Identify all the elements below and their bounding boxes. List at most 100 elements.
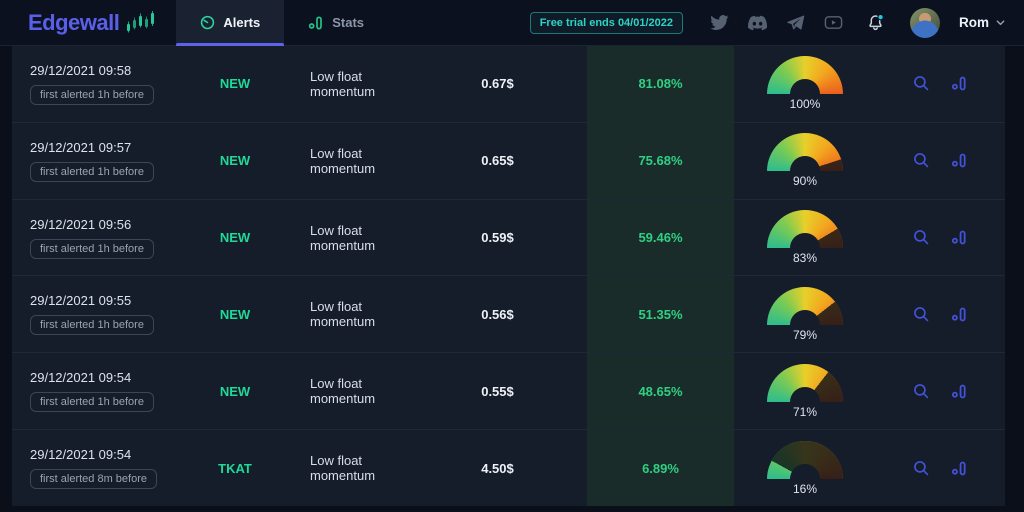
score-gauge — [767, 210, 843, 249]
percent-change: 51.35% — [587, 276, 734, 353]
bar-stats-icon — [308, 15, 324, 31]
alerts-table: 29/12/2021 09:58 first alerted 1h before… — [12, 46, 1005, 506]
score-gauge-cell: 79% — [734, 286, 876, 342]
notifications-bell-icon[interactable] — [866, 13, 885, 33]
price-value: 0.65$ — [481, 153, 514, 169]
twitter-icon[interactable] — [710, 13, 729, 32]
row-actions — [876, 381, 1005, 401]
top-navigation-bar: Edgewall Alerts — [0, 0, 1024, 46]
first-alerted-badge: first alerted 1h before — [30, 392, 154, 413]
table-row: 29/12/2021 09:54 first alerted 8m before… — [12, 430, 1005, 506]
score-gauge — [767, 286, 843, 325]
stats-icon[interactable] — [950, 458, 970, 478]
score-gauge — [767, 440, 843, 479]
table-row: 29/12/2021 09:56 first alerted 1h before… — [12, 199, 1005, 277]
price-value: 0.56$ — [481, 306, 514, 322]
percent-change: 75.68% — [587, 122, 734, 199]
score-gauge-cell: 83% — [734, 210, 876, 265]
stats-icon[interactable] — [950, 304, 970, 324]
table-row: 29/12/2021 09:58 first alerted 1h before… — [12, 46, 1005, 123]
strategy-name: Low float momentum — [310, 222, 376, 253]
alert-datetime: 29/12/2021 09:54 — [30, 447, 132, 463]
ticker-symbol: NEW — [219, 153, 251, 169]
score-gauge — [767, 363, 843, 402]
alert-datetime: 29/12/2021 09:55 — [30, 293, 132, 309]
score-gauge-label: 79% — [792, 327, 818, 342]
alert-datetime-cell: 29/12/2021 09:54 first alerted 8m before — [12, 447, 190, 490]
alert-datetime-cell: 29/12/2021 09:54 first alerted 1h before — [12, 370, 190, 413]
user-menu[interactable]: Rom — [959, 15, 1006, 30]
percent-change: 81.08% — [587, 46, 734, 122]
tab-alerts-label: Alerts — [223, 15, 261, 30]
ticker-symbol: NEW — [219, 230, 251, 246]
user-avatar[interactable] — [910, 7, 940, 38]
stats-icon[interactable] — [950, 228, 970, 248]
alert-datetime-cell: 29/12/2021 09:57 first alerted 1h before — [12, 140, 190, 182]
strategy-name: Low float momentum — [310, 68, 376, 99]
ticker-symbol: NEW — [219, 306, 251, 322]
search-icon[interactable] — [912, 304, 932, 324]
strategy-name: Low float momentum — [310, 376, 376, 407]
discord-icon[interactable] — [748, 13, 767, 32]
row-actions — [876, 304, 1005, 324]
alert-datetime-cell: 29/12/2021 09:56 first alerted 1h before — [12, 217, 190, 259]
ticker-symbol: NEW — [219, 76, 251, 92]
score-gauge-label: 71% — [792, 404, 818, 419]
strategy-name: Low float momentum — [310, 299, 376, 330]
trial-status-badge: Free trial ends 04/01/2022 — [529, 11, 683, 34]
first-alerted-badge: first alerted 1h before — [30, 84, 154, 105]
search-icon[interactable] — [912, 381, 932, 401]
search-icon[interactable] — [912, 458, 932, 478]
search-icon[interactable] — [912, 74, 932, 94]
alert-datetime: 29/12/2021 09:56 — [30, 216, 132, 232]
price-value: 0.55$ — [481, 383, 514, 399]
topbar-right-group: Free trial ends 04/01/2022 — [529, 0, 1024, 45]
price-value: 0.59$ — [481, 230, 514, 246]
row-actions — [876, 151, 1005, 171]
gauge-icon — [200, 15, 215, 30]
percent-change: 6.89% — [587, 430, 734, 506]
score-gauge-label: 100% — [789, 97, 821, 112]
row-actions — [876, 458, 1005, 478]
score-gauge-cell: 100% — [734, 56, 876, 111]
first-alerted-badge: first alerted 8m before — [30, 469, 157, 490]
search-icon[interactable] — [912, 151, 932, 171]
stats-icon[interactable] — [950, 151, 970, 171]
strategy-name: Low float momentum — [310, 145, 376, 176]
ticker-symbol: NEW — [219, 383, 251, 399]
telegram-icon[interactable] — [786, 13, 805, 32]
score-gauge-cell: 16% — [734, 440, 876, 496]
alert-datetime: 29/12/2021 09:57 — [30, 139, 132, 155]
candlestick-chart-icon — [126, 10, 156, 35]
ticker-symbol: TKAT — [218, 460, 252, 476]
alert-datetime: 29/12/2021 09:54 — [30, 370, 132, 386]
tab-alerts[interactable]: Alerts — [176, 0, 285, 46]
youtube-icon[interactable] — [824, 13, 843, 32]
score-gauge-label: 90% — [792, 174, 818, 189]
table-row: 29/12/2021 09:55 first alerted 1h before… — [12, 276, 1005, 354]
score-gauge-cell: 90% — [734, 133, 876, 188]
row-actions — [876, 228, 1005, 248]
percent-change: 59.46% — [587, 199, 734, 276]
row-actions — [876, 74, 1005, 94]
stats-icon[interactable] — [950, 381, 970, 401]
brand-logo[interactable]: Edgewall — [0, 0, 176, 45]
brand-wordmark: Edgewall — [28, 9, 120, 35]
price-value: 4.50$ — [481, 460, 514, 476]
price-value: 0.67$ — [481, 76, 514, 92]
main-tabs: Alerts Stats — [176, 0, 388, 46]
percent-change: 48.65% — [587, 353, 734, 430]
alert-datetime: 29/12/2021 09:58 — [30, 62, 132, 78]
alert-datetime-cell: 29/12/2021 09:55 first alerted 1h before — [12, 293, 190, 336]
stats-icon[interactable] — [950, 74, 970, 94]
score-gauge-label: 16% — [792, 481, 818, 496]
chevron-down-icon — [995, 17, 1006, 28]
score-gauge-cell: 71% — [734, 363, 876, 419]
strategy-name: Low float momentum — [310, 453, 376, 484]
score-gauge — [767, 56, 843, 95]
first-alerted-badge: first alerted 1h before — [30, 238, 154, 259]
table-row: 29/12/2021 09:57 first alerted 1h before… — [12, 122, 1005, 200]
search-icon[interactable] — [912, 228, 932, 248]
user-name: Rom — [959, 15, 989, 30]
tab-stats[interactable]: Stats — [284, 0, 388, 45]
